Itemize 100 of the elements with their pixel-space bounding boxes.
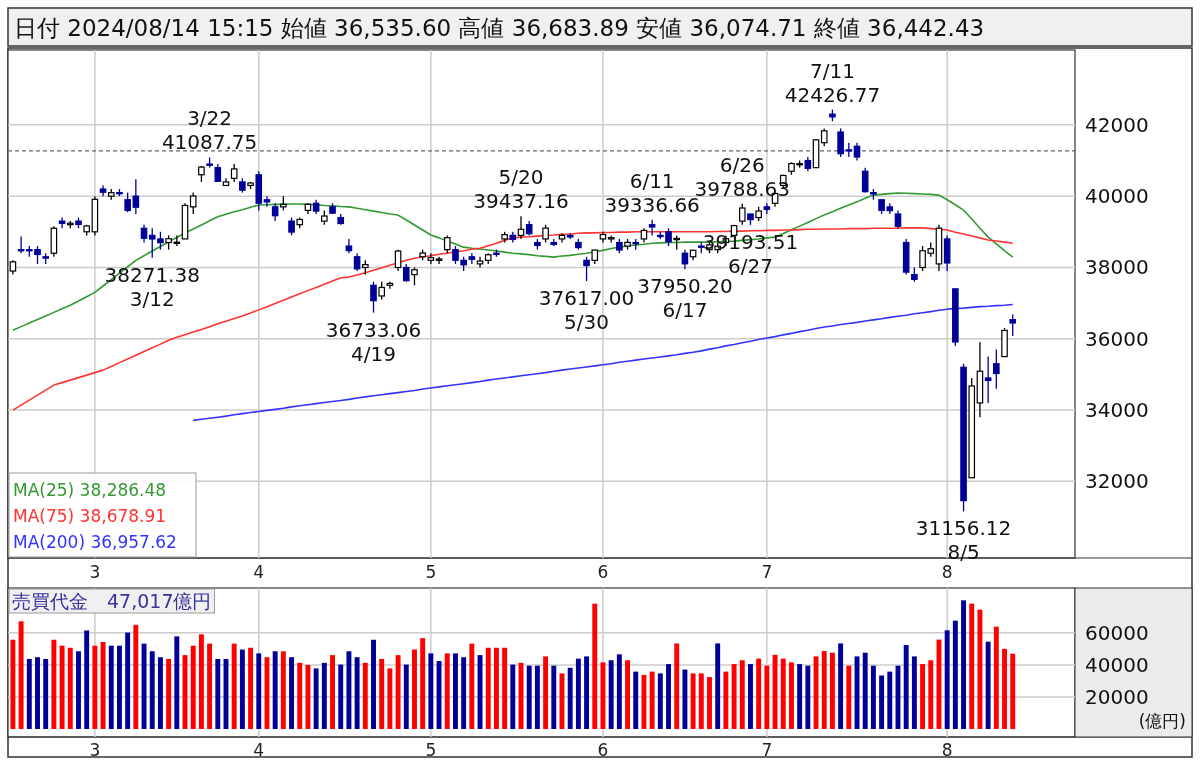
bar xyxy=(108,645,114,729)
bar xyxy=(321,662,327,729)
bar xyxy=(715,643,721,729)
bar xyxy=(788,662,794,729)
x-tick-label: 5 xyxy=(425,562,437,582)
bar xyxy=(756,658,762,729)
bar xyxy=(330,655,335,729)
y-tick-label: 60000 xyxy=(1085,620,1149,645)
bar xyxy=(887,671,893,729)
bar xyxy=(903,645,909,729)
bar xyxy=(231,643,237,729)
bar xyxy=(215,658,221,729)
bar xyxy=(149,651,155,729)
bar xyxy=(133,624,139,729)
bar xyxy=(198,634,204,729)
x-tick-label: 7 xyxy=(761,562,773,582)
bar xyxy=(944,630,950,729)
bar xyxy=(469,643,475,729)
x-tick-label: 3 xyxy=(89,562,101,582)
bar xyxy=(239,649,245,729)
bar xyxy=(838,643,844,729)
bar xyxy=(567,667,573,729)
bar xyxy=(100,641,106,729)
bar xyxy=(76,651,81,729)
bar xyxy=(993,626,999,729)
x-tick-label: 3 xyxy=(89,740,101,760)
bar xyxy=(125,632,131,729)
bar xyxy=(289,657,295,729)
bar xyxy=(387,668,393,729)
x-tick-label: 4 xyxy=(253,562,265,582)
bar xyxy=(707,677,712,729)
bar xyxy=(338,664,344,729)
bar xyxy=(526,665,532,729)
annotation: 7/11 42426.77 xyxy=(784,58,881,107)
bar xyxy=(551,665,557,729)
chart-title: 日付 2024/08/14 15:15 始値 36,535.60 高値 36,683.89 安値 36,074.71 終値 36,442.43 xyxy=(14,15,985,41)
text: MA(200) 36,957.62 xyxy=(13,532,177,552)
bar xyxy=(534,665,540,729)
x-tick-label: 6 xyxy=(597,562,609,582)
bar xyxy=(510,664,516,729)
bar xyxy=(846,665,852,729)
bar xyxy=(395,655,401,729)
bar xyxy=(543,656,549,729)
y-tick-label: 38000 xyxy=(1085,255,1149,280)
bar xyxy=(641,675,647,729)
bar xyxy=(59,645,65,729)
bar xyxy=(862,652,868,729)
annotation: 37950.20 6/17 xyxy=(637,274,733,323)
bar xyxy=(26,658,32,729)
bar xyxy=(10,639,16,729)
bar xyxy=(764,665,770,729)
bar xyxy=(166,658,172,729)
bar xyxy=(977,609,983,729)
y-tick-label: 20000 xyxy=(1085,684,1149,709)
bar xyxy=(485,647,491,729)
bar xyxy=(190,645,196,729)
bar xyxy=(633,671,639,729)
x-tick-label: 4 xyxy=(253,740,265,760)
bar xyxy=(739,660,745,729)
bar xyxy=(1010,653,1016,729)
bar xyxy=(157,657,163,729)
bar xyxy=(616,654,622,729)
bar xyxy=(43,658,49,729)
bar xyxy=(346,651,352,729)
bar xyxy=(731,664,737,729)
annotation: 5/20 39437.16 xyxy=(473,165,569,214)
bar xyxy=(805,665,811,729)
y-tick-label: 40000 xyxy=(1085,652,1149,677)
bar xyxy=(67,647,73,729)
line-series xyxy=(192,303,1014,422)
bar xyxy=(51,639,57,729)
bar xyxy=(928,660,934,729)
bar xyxy=(412,649,417,729)
bar xyxy=(748,664,753,729)
bar xyxy=(821,650,827,729)
bar xyxy=(723,671,729,729)
bar xyxy=(780,658,786,729)
bar xyxy=(772,654,778,729)
bar xyxy=(584,656,590,729)
bar xyxy=(608,660,614,729)
bar xyxy=(592,603,598,729)
y-tick-label: 40000 xyxy=(1085,184,1149,209)
bar xyxy=(911,656,917,729)
bar xyxy=(248,647,254,729)
y-tick-label: 32000 xyxy=(1085,469,1149,494)
text: MA(75) 38,678.91 xyxy=(13,506,167,526)
bar xyxy=(280,651,286,729)
bar xyxy=(461,657,467,729)
bar xyxy=(666,664,671,729)
bar xyxy=(870,665,876,729)
bar xyxy=(18,621,24,729)
annotation: 3/22 41087.75 xyxy=(161,106,258,155)
bar xyxy=(502,647,508,729)
bar xyxy=(207,643,213,729)
bar xyxy=(682,669,688,729)
bar xyxy=(452,653,458,729)
bar xyxy=(952,620,958,729)
bar xyxy=(84,630,90,729)
x-tick-label: 7 xyxy=(761,740,773,760)
bar xyxy=(305,664,311,729)
